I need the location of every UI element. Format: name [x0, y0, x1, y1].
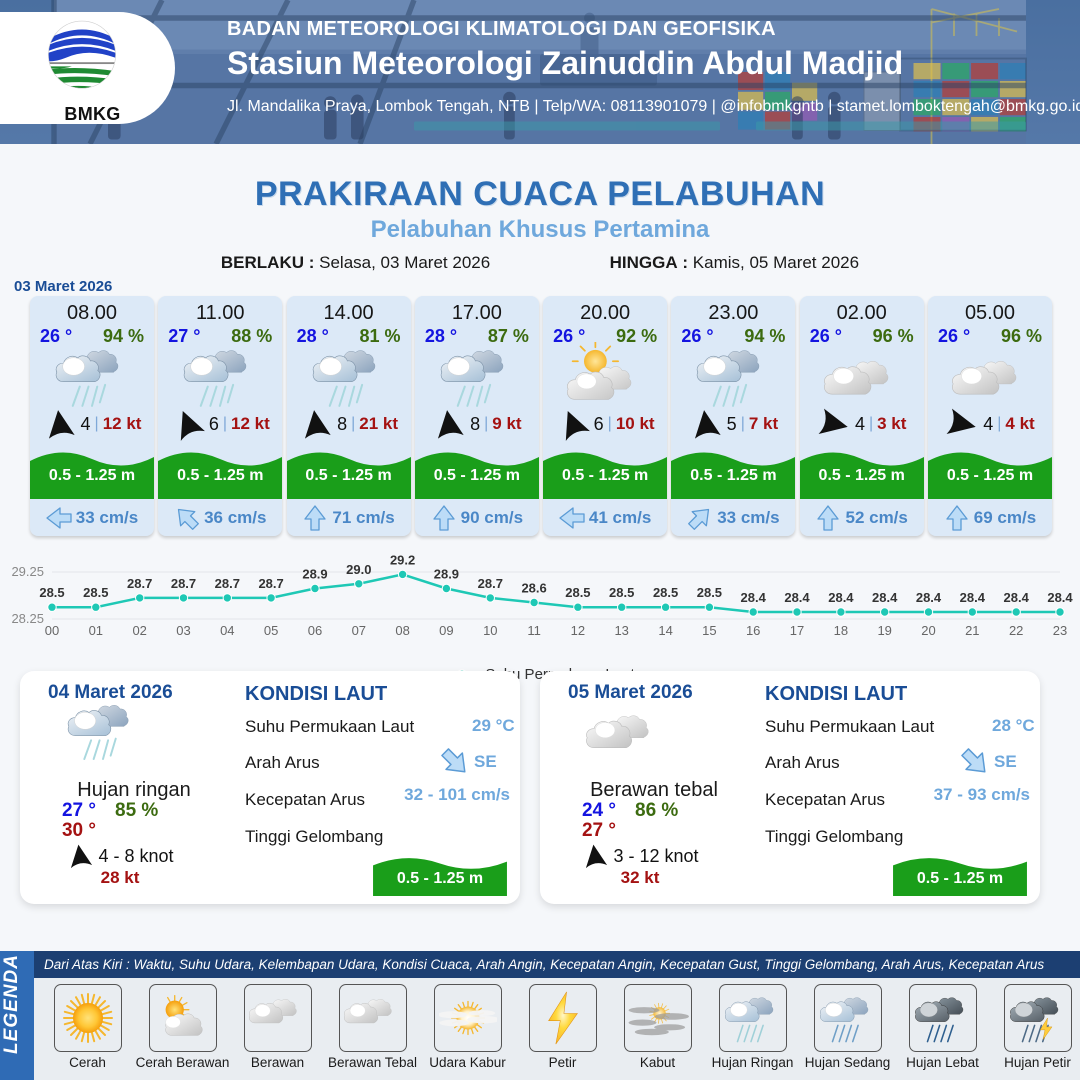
- svg-text:13: 13: [614, 623, 628, 638]
- svg-text:28.9: 28.9: [302, 567, 327, 582]
- svg-text:28.7: 28.7: [215, 576, 240, 591]
- svg-text:28.25: 28.25: [11, 611, 44, 626]
- svg-text:28.4: 28.4: [741, 590, 767, 605]
- svg-text:28.5: 28.5: [565, 585, 590, 600]
- svg-text:19: 19: [877, 623, 891, 638]
- svg-text:16: 16: [746, 623, 760, 638]
- svg-text:28.7: 28.7: [258, 576, 283, 591]
- svg-text:04: 04: [220, 623, 234, 638]
- svg-text:20: 20: [921, 623, 935, 638]
- svg-text:21: 21: [965, 623, 979, 638]
- svg-text:28.4: 28.4: [1047, 590, 1073, 605]
- svg-text:28.5: 28.5: [697, 585, 722, 600]
- svg-text:28.5: 28.5: [39, 585, 64, 600]
- svg-text:05: 05: [264, 623, 278, 638]
- svg-text:15: 15: [702, 623, 716, 638]
- svg-text:02: 02: [132, 623, 146, 638]
- svg-text:18: 18: [834, 623, 848, 638]
- svg-text:28.4: 28.4: [960, 590, 986, 605]
- svg-text:28.5: 28.5: [83, 585, 108, 600]
- svg-text:29.2: 29.2: [390, 552, 415, 567]
- svg-text:28.7: 28.7: [127, 576, 152, 591]
- svg-text:28.7: 28.7: [171, 576, 196, 591]
- svg-text:17: 17: [790, 623, 804, 638]
- svg-text:14: 14: [658, 623, 672, 638]
- svg-text:28.5: 28.5: [609, 585, 634, 600]
- svg-text:28.4: 28.4: [784, 590, 810, 605]
- svg-text:23: 23: [1053, 623, 1067, 638]
- svg-text:09: 09: [439, 623, 453, 638]
- svg-text:28.4: 28.4: [916, 590, 942, 605]
- svg-text:12: 12: [571, 623, 585, 638]
- svg-text:29.25: 29.25: [11, 564, 44, 579]
- svg-text:28.6: 28.6: [521, 581, 546, 596]
- svg-text:28.5: 28.5: [653, 585, 678, 600]
- svg-text:10: 10: [483, 623, 497, 638]
- svg-text:03: 03: [176, 623, 190, 638]
- svg-text:01: 01: [89, 623, 103, 638]
- svg-text:00: 00: [45, 623, 59, 638]
- svg-text:29.0: 29.0: [346, 562, 371, 577]
- svg-text:11: 11: [527, 623, 541, 638]
- svg-text:08: 08: [395, 623, 409, 638]
- svg-text:22: 22: [1009, 623, 1023, 638]
- svg-text:28.4: 28.4: [1004, 590, 1030, 605]
- svg-text:07: 07: [352, 623, 366, 638]
- svg-text:28.7: 28.7: [478, 576, 503, 591]
- svg-text:28.4: 28.4: [872, 590, 898, 605]
- svg-text:28.9: 28.9: [434, 567, 459, 582]
- svg-text:06: 06: [308, 623, 322, 638]
- svg-text:28.4: 28.4: [828, 590, 854, 605]
